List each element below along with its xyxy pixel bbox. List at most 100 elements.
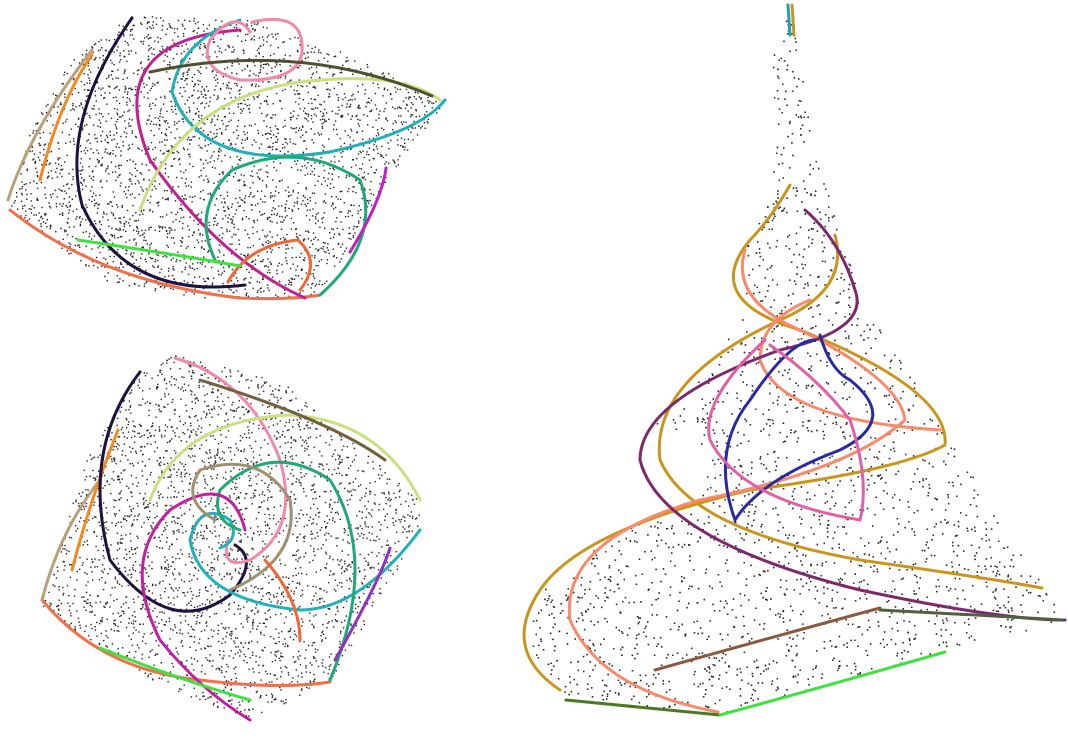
point [250, 527, 252, 529]
point [214, 79, 217, 81]
point [100, 140, 103, 143]
point [128, 239, 131, 241]
point [325, 251, 327, 254]
point [310, 239, 312, 242]
point [353, 186, 355, 188]
point [226, 87, 228, 89]
point [55, 231, 57, 233]
point [163, 95, 166, 97]
point [137, 73, 139, 76]
point [211, 635, 214, 638]
point [140, 257, 142, 259]
point [123, 35, 125, 37]
point [238, 496, 240, 498]
point [208, 645, 210, 648]
point [148, 44, 150, 47]
point [255, 691, 258, 694]
point [200, 175, 202, 177]
point [231, 410, 234, 412]
point [347, 456, 349, 459]
point [55, 577, 58, 579]
point [158, 462, 160, 465]
point [245, 216, 248, 218]
point [164, 395, 166, 398]
point [332, 167, 334, 170]
point [157, 202, 159, 204]
point [210, 131, 212, 133]
point [223, 210, 225, 212]
point [184, 182, 186, 184]
point [332, 626, 335, 628]
point [325, 553, 328, 555]
point [252, 196, 254, 198]
point [335, 537, 337, 539]
point [258, 80, 260, 82]
point [238, 90, 240, 92]
point [104, 148, 107, 151]
point [296, 51, 299, 53]
point [415, 109, 417, 111]
point [81, 491, 84, 494]
point [151, 53, 153, 55]
point [40, 223, 42, 225]
point [262, 491, 264, 493]
point [212, 69, 214, 72]
point [293, 89, 295, 91]
point [255, 607, 257, 609]
point [261, 260, 264, 263]
point [135, 52, 137, 54]
point [208, 250, 210, 252]
point [280, 613, 282, 615]
point [203, 256, 205, 258]
point [352, 93, 354, 95]
point [252, 548, 254, 550]
point [136, 225, 138, 228]
point [113, 196, 116, 198]
point [378, 113, 380, 116]
point [220, 227, 223, 229]
point [38, 219, 40, 222]
point [30, 200, 32, 202]
point [240, 539, 243, 541]
point [35, 214, 37, 216]
point [311, 644, 313, 647]
point [348, 563, 351, 566]
point [252, 232, 254, 235]
point [104, 521, 106, 524]
point [214, 167, 216, 169]
point [266, 95, 269, 98]
point [194, 113, 197, 115]
point [217, 95, 219, 97]
point [407, 91, 410, 94]
point [106, 262, 109, 264]
point [324, 120, 326, 122]
point [229, 92, 231, 94]
point [110, 201, 112, 203]
point [347, 60, 349, 62]
point [139, 564, 141, 566]
point [358, 182, 360, 184]
point [263, 500, 265, 502]
point [173, 468, 175, 470]
point [260, 696, 262, 698]
point [151, 189, 153, 191]
point [75, 123, 77, 126]
point [31, 205, 33, 207]
point [294, 127, 296, 130]
point [105, 49, 107, 51]
point [214, 217, 216, 219]
point [347, 134, 349, 137]
point [202, 278, 205, 280]
point [216, 224, 218, 226]
point [367, 66, 369, 68]
point [191, 537, 193, 539]
point [348, 175, 350, 177]
point [110, 492, 112, 495]
point [170, 211, 173, 214]
point [188, 489, 190, 491]
point [262, 547, 264, 549]
point [233, 601, 235, 604]
point [236, 486, 238, 489]
point [168, 358, 170, 360]
point [207, 377, 209, 379]
